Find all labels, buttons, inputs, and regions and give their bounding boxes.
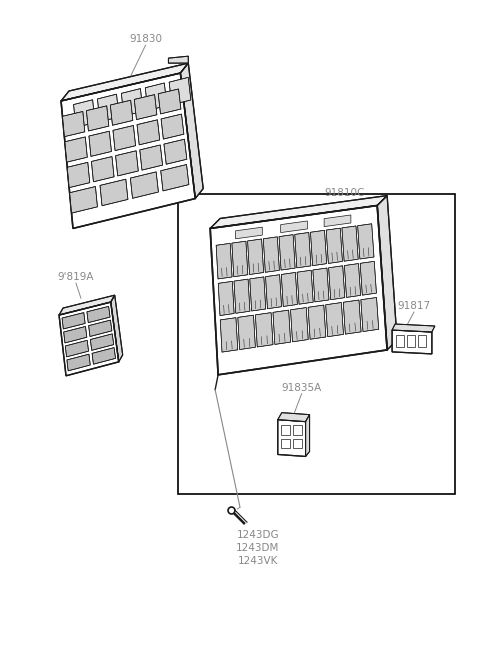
Polygon shape: [131, 172, 158, 198]
Text: 91830: 91830: [129, 34, 162, 44]
Polygon shape: [238, 315, 255, 350]
Polygon shape: [265, 275, 282, 309]
Polygon shape: [65, 340, 88, 357]
Polygon shape: [86, 106, 109, 131]
Text: 1243VK: 1243VK: [238, 556, 278, 566]
Polygon shape: [164, 139, 187, 164]
Polygon shape: [137, 120, 160, 145]
Polygon shape: [220, 318, 238, 352]
Polygon shape: [61, 73, 195, 229]
Polygon shape: [255, 313, 273, 347]
Polygon shape: [61, 63, 188, 101]
Polygon shape: [273, 310, 290, 344]
Polygon shape: [361, 298, 379, 332]
Polygon shape: [62, 313, 85, 329]
Polygon shape: [90, 334, 114, 350]
Polygon shape: [392, 324, 435, 332]
Polygon shape: [67, 162, 90, 188]
Polygon shape: [73, 100, 95, 127]
Polygon shape: [326, 302, 344, 336]
Polygon shape: [236, 227, 262, 238]
Bar: [407, 335, 415, 347]
Polygon shape: [111, 295, 123, 362]
Bar: [396, 335, 404, 347]
Polygon shape: [278, 420, 306, 457]
Polygon shape: [313, 268, 329, 302]
Polygon shape: [281, 273, 298, 306]
Polygon shape: [278, 413, 310, 422]
Bar: [418, 335, 426, 347]
Polygon shape: [100, 179, 128, 206]
Text: 1243DG: 1243DG: [237, 530, 279, 540]
Polygon shape: [343, 300, 361, 334]
Polygon shape: [311, 231, 327, 265]
Polygon shape: [216, 243, 232, 279]
Polygon shape: [70, 187, 97, 213]
Text: 1243DM: 1243DM: [236, 543, 279, 553]
Polygon shape: [97, 94, 119, 122]
Polygon shape: [89, 131, 111, 156]
Bar: [179, 194, 455, 494]
Polygon shape: [360, 261, 376, 295]
Polygon shape: [62, 112, 85, 137]
Polygon shape: [250, 277, 266, 311]
Polygon shape: [64, 327, 87, 343]
Polygon shape: [290, 307, 308, 342]
Polygon shape: [121, 89, 143, 116]
Polygon shape: [161, 114, 184, 139]
Polygon shape: [297, 270, 313, 304]
Polygon shape: [110, 101, 133, 125]
Polygon shape: [65, 137, 87, 162]
Polygon shape: [91, 156, 114, 182]
Polygon shape: [169, 78, 191, 104]
Text: 9'819A: 9'819A: [58, 272, 94, 283]
Polygon shape: [295, 233, 311, 268]
Polygon shape: [218, 281, 234, 315]
Polygon shape: [210, 206, 387, 374]
Polygon shape: [140, 145, 163, 170]
Polygon shape: [89, 320, 112, 336]
Polygon shape: [67, 354, 90, 371]
Polygon shape: [59, 302, 119, 376]
Bar: [281, 424, 290, 434]
Polygon shape: [168, 56, 188, 63]
Polygon shape: [281, 221, 307, 233]
Polygon shape: [345, 263, 360, 298]
Polygon shape: [134, 95, 157, 120]
Polygon shape: [116, 150, 138, 176]
Text: 91835A: 91835A: [281, 383, 322, 393]
Polygon shape: [308, 305, 326, 339]
Polygon shape: [232, 241, 248, 277]
Polygon shape: [158, 89, 181, 114]
Bar: [293, 438, 301, 449]
Polygon shape: [342, 226, 358, 261]
Polygon shape: [210, 196, 387, 229]
Bar: [281, 438, 290, 449]
Polygon shape: [59, 295, 115, 315]
Text: 91817: 91817: [397, 301, 431, 311]
Polygon shape: [279, 235, 295, 270]
Polygon shape: [326, 228, 342, 263]
Polygon shape: [180, 63, 203, 198]
Polygon shape: [248, 239, 264, 275]
Polygon shape: [234, 279, 250, 313]
Polygon shape: [92, 348, 116, 364]
Bar: [293, 424, 301, 434]
Text: 91810C: 91810C: [324, 188, 365, 198]
Polygon shape: [264, 237, 279, 272]
Polygon shape: [324, 215, 351, 227]
Polygon shape: [113, 125, 135, 150]
Polygon shape: [87, 306, 110, 323]
Polygon shape: [358, 224, 374, 259]
Polygon shape: [377, 196, 397, 350]
Polygon shape: [306, 415, 310, 457]
Polygon shape: [145, 83, 167, 110]
Polygon shape: [161, 164, 189, 191]
Polygon shape: [392, 330, 432, 354]
Polygon shape: [329, 266, 345, 300]
